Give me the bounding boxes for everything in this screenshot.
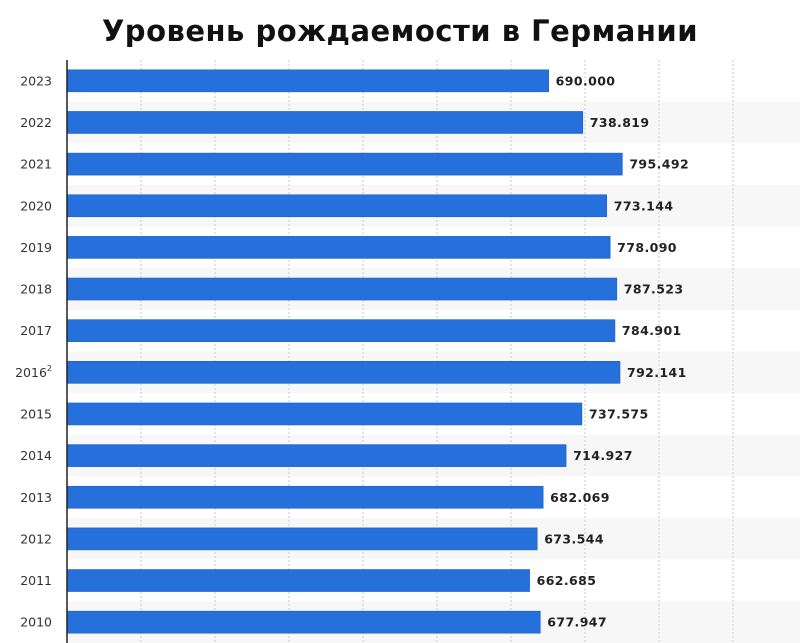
bar-2014 [66, 444, 567, 467]
value-label-2013: 682.069 [550, 490, 610, 505]
bar-2021 [66, 152, 623, 176]
bar-2016 [66, 361, 621, 384]
bar-2011 [66, 569, 530, 592]
category-label-2013: 2013 [20, 490, 52, 505]
value-label-2022: 738.819 [590, 115, 650, 130]
value-label-2018: 787.523 [624, 282, 684, 297]
bar-2012 [66, 527, 538, 551]
bar-2017 [66, 319, 616, 342]
value-label-2021: 795.492 [629, 157, 689, 172]
category-label-2011: 2011 [20, 573, 52, 588]
value-label-2015: 737.575 [589, 406, 649, 421]
value-label-2010: 677.947 [547, 615, 607, 630]
category-label-2014: 2014 [20, 448, 52, 463]
category-label-2015: 2015 [20, 406, 52, 421]
value-label-2011: 662.685 [537, 573, 597, 588]
bar-2023 [66, 69, 549, 93]
value-label-2023: 690.000 [556, 73, 616, 88]
category-label-2023: 2023 [20, 73, 52, 88]
category-label-2021: 2021 [20, 157, 52, 172]
category-label-2018: 2018 [20, 282, 52, 297]
category-label-2016: 20162 [15, 364, 52, 380]
category-label-2020: 2020 [20, 198, 52, 213]
bar-2010 [66, 610, 541, 634]
bar-2018 [66, 277, 618, 301]
bar-2020 [66, 194, 608, 218]
chart-title: Уровень рождаемости в Германии [101, 14, 699, 48]
bar-2022 [66, 111, 584, 134]
bar-2015 [66, 402, 583, 426]
category-label-2010: 2010 [20, 615, 52, 630]
bar-2019 [66, 236, 611, 259]
category-label-2019: 2019 [20, 240, 52, 255]
value-label-2014: 714.927 [573, 448, 633, 463]
value-label-2019: 778.090 [617, 240, 677, 255]
value-label-2012: 673.544 [544, 531, 604, 546]
value-label-2020: 773.144 [614, 198, 674, 213]
value-label-2016: 792.141 [627, 365, 687, 380]
value-label-2017: 784.901 [622, 323, 682, 338]
category-label-2022: 2022 [20, 115, 52, 130]
category-label-2017: 2017 [20, 323, 52, 338]
bar-2013 [66, 485, 544, 509]
category-label-2012: 2012 [20, 531, 52, 546]
